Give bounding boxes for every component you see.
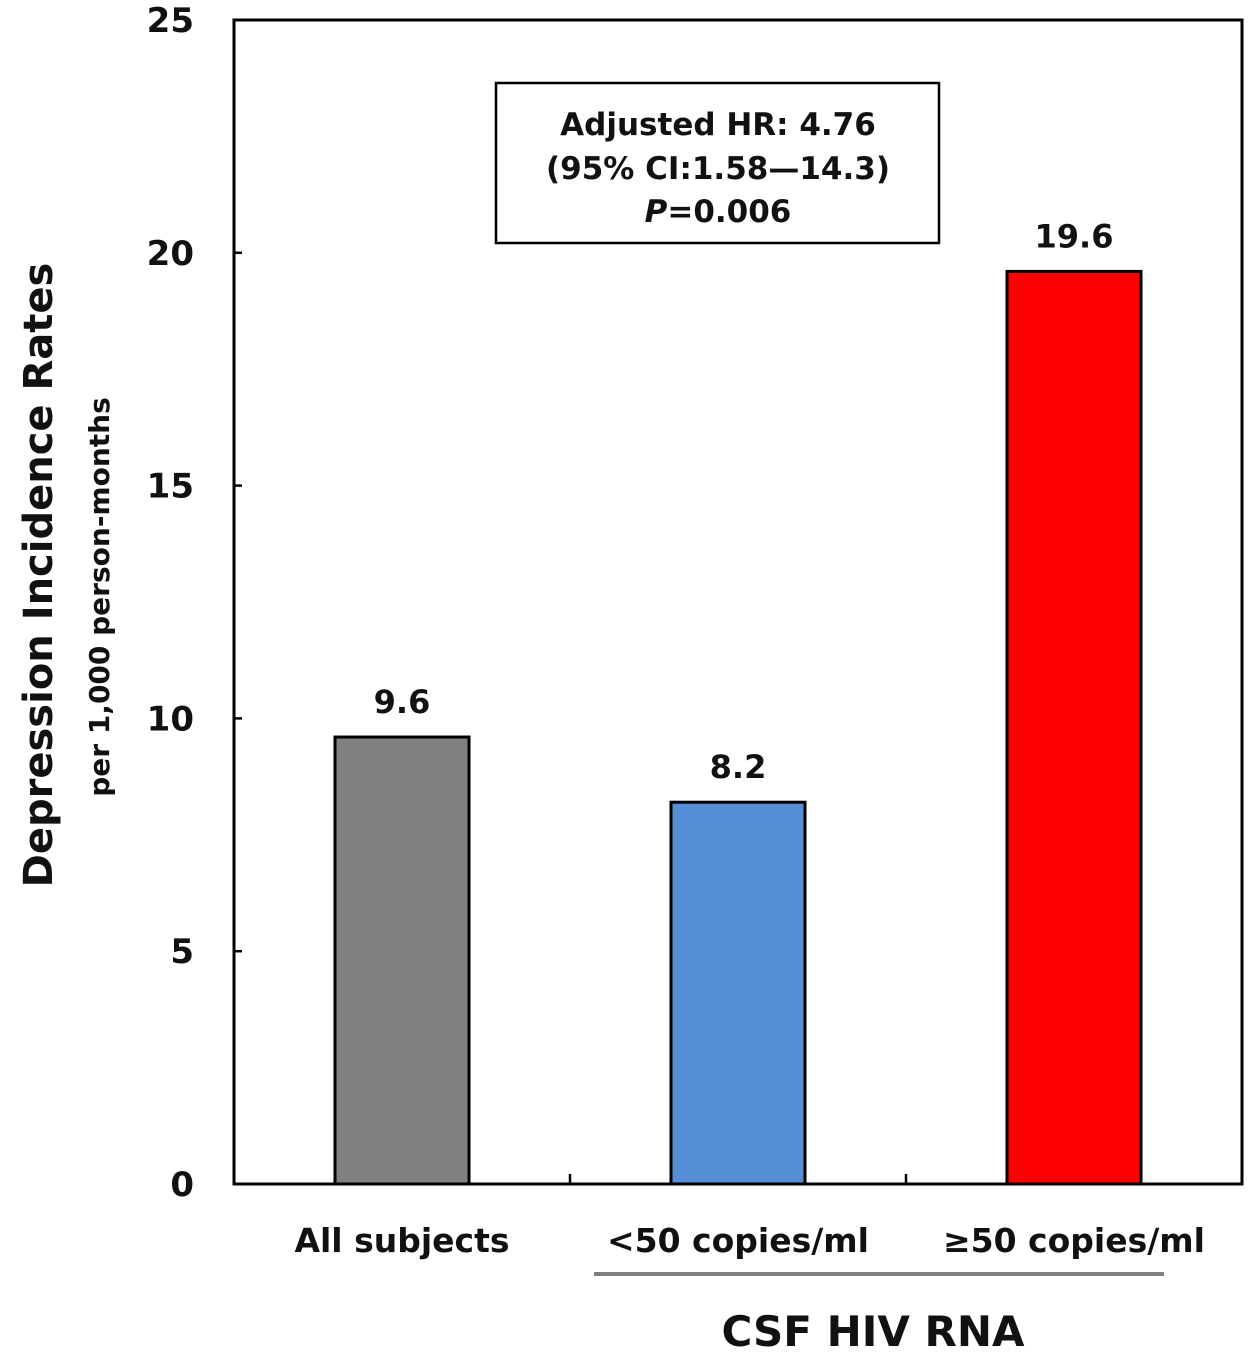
- annotation-p-symbol: P: [645, 194, 668, 230]
- category-label: <50 copies/ml: [607, 1221, 869, 1260]
- value-labels: 9.6 8.2 19.6: [374, 217, 1114, 786]
- category-label: ≥50 copies/ml: [943, 1221, 1205, 1260]
- bar: [669, 800, 807, 1186]
- y-tick-label: 20: [147, 234, 194, 274]
- hazard-ratio-annotation: Adjusted HR: 4.76 (95% CI:1.58—14.3) P=0…: [494, 81, 941, 245]
- y-tick-label: 0: [170, 1165, 194, 1205]
- annotation-box: [494, 81, 941, 245]
- annotation-p-value: =0.006: [667, 194, 791, 230]
- category-label: All subjects: [294, 1221, 509, 1260]
- bar-value-label: 19.6: [1035, 217, 1114, 255]
- bar: [1005, 269, 1143, 1186]
- bar-value-label: 8.2: [710, 748, 767, 786]
- y-tick-label: 5: [170, 932, 194, 972]
- x-axis: [568, 1174, 908, 1184]
- annotation-ci: (95% CI:1.58—14.3): [546, 151, 890, 187]
- bars: [333, 269, 1143, 1186]
- group-label: CSF HIV RNA: [721, 1307, 1025, 1353]
- y-tick-label: 10: [147, 699, 194, 739]
- bar-value-label: 9.6: [374, 683, 431, 721]
- y-axis-title: Depression Incidence Rates: [16, 263, 62, 888]
- annotation-hr: Adjusted HR: 4.76: [560, 107, 876, 143]
- y-tick-label: 25: [147, 1, 194, 41]
- bar: [333, 735, 471, 1186]
- annotation-p: P=0.006: [645, 194, 792, 230]
- category-labels: All subjects <50 copies/ml ≥50 copies/ml: [294, 1221, 1205, 1260]
- y-axis: 0 5 10 15 20 25: [147, 1, 242, 1205]
- y-axis-subtitle: per 1,000 person-months: [83, 397, 116, 797]
- y-tick-label: 15: [147, 467, 194, 507]
